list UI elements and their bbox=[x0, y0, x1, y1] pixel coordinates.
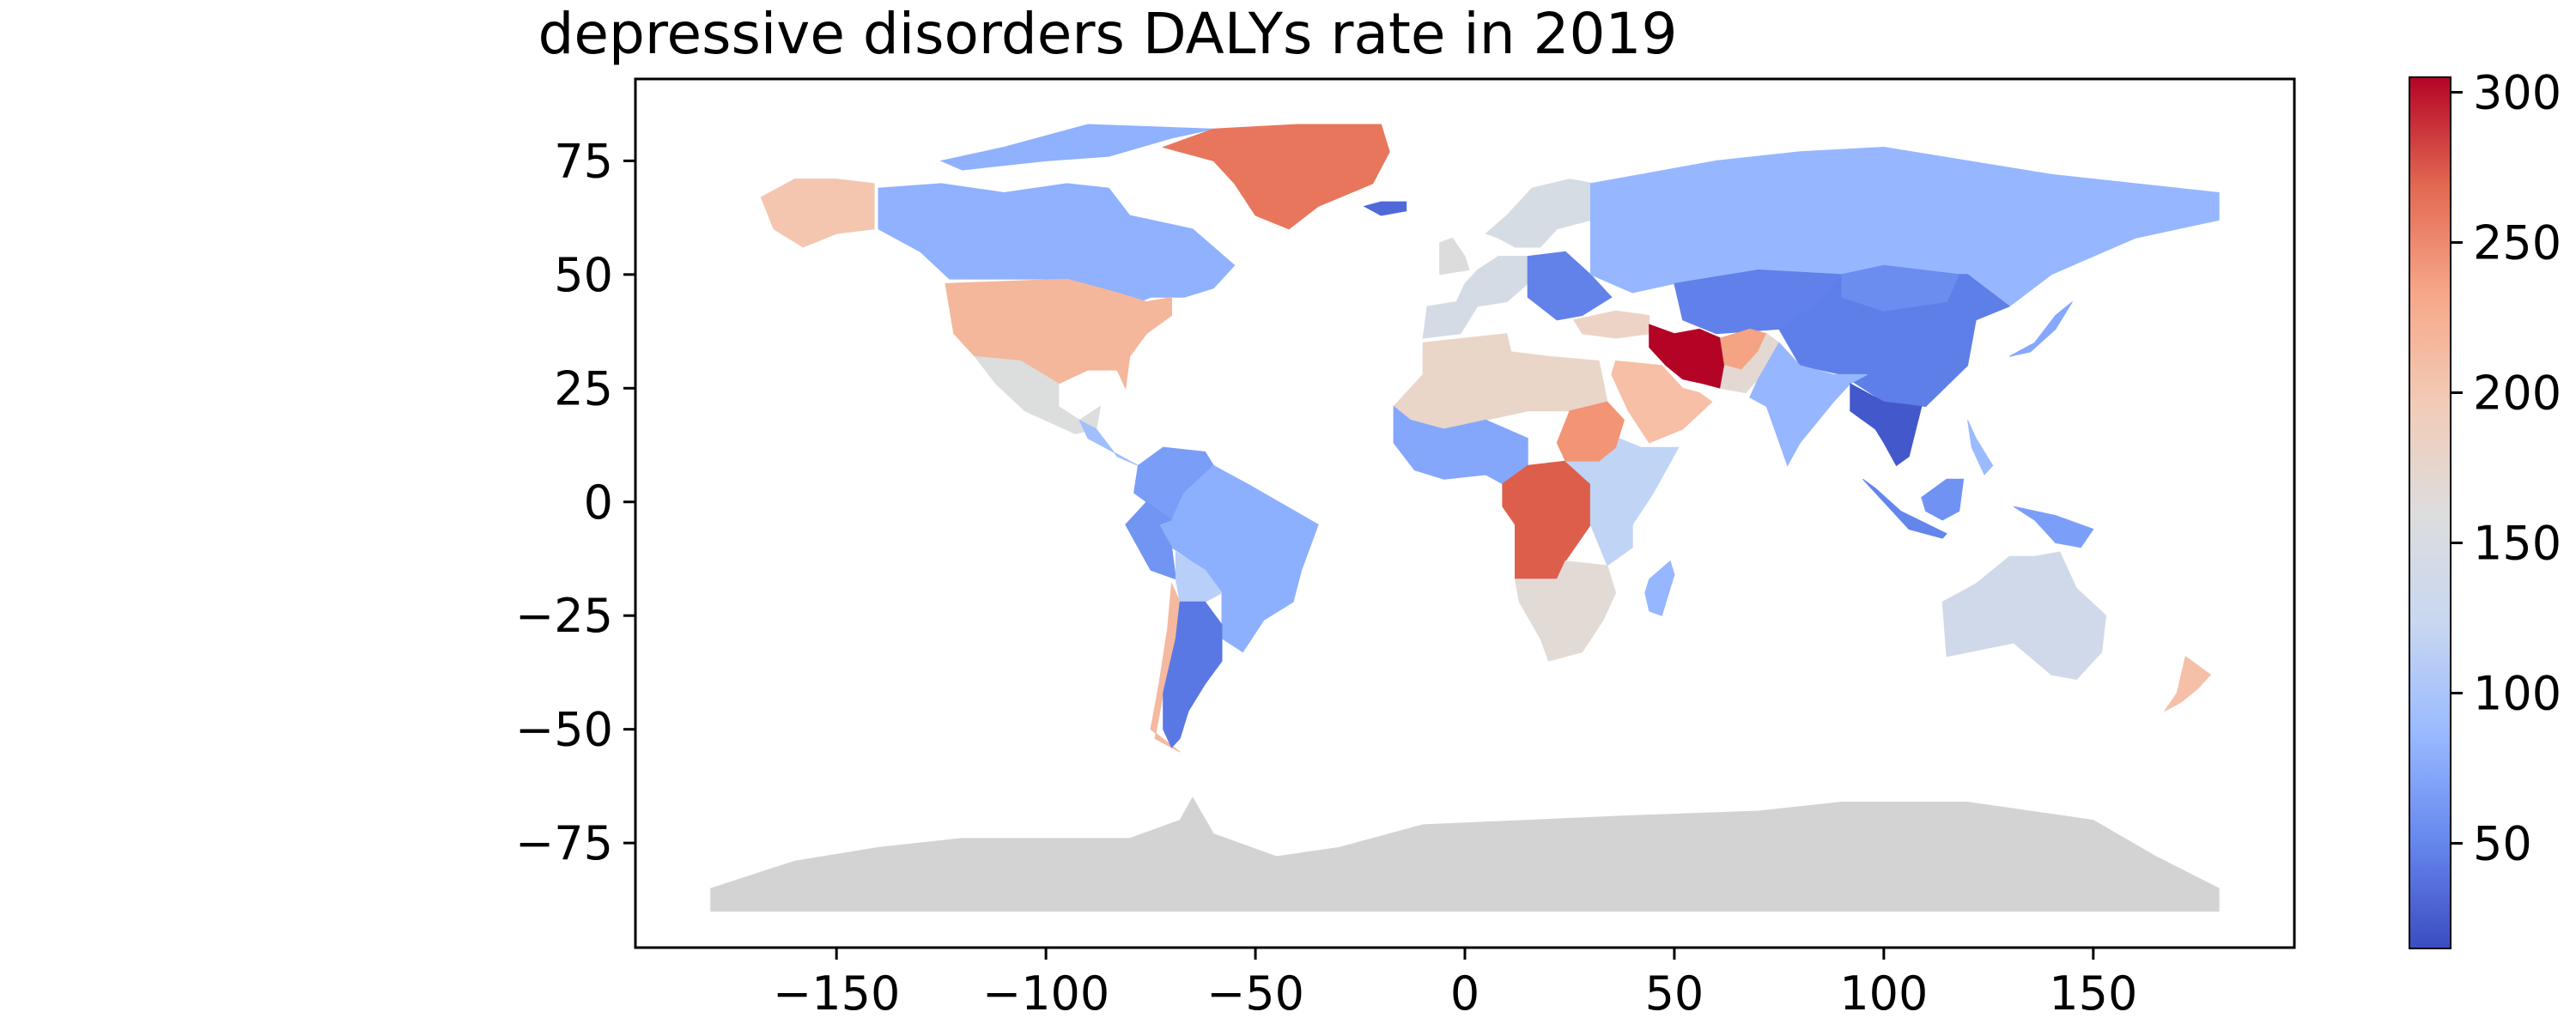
colorbar-tick-label: 250 bbox=[2473, 216, 2561, 270]
region-new-zealand bbox=[2164, 656, 2212, 712]
y-tick-label: 75 bbox=[554, 134, 613, 188]
region-india bbox=[1749, 342, 1868, 467]
region-canada bbox=[878, 183, 1236, 312]
region-southern-africa bbox=[1514, 560, 1617, 662]
y-axis: 75 50 25 0 −25 −50 −75 bbox=[515, 134, 635, 870]
colorbar-tick-label: 50 bbox=[2473, 817, 2532, 871]
region-japan bbox=[2008, 301, 2073, 357]
region-peru bbox=[1125, 501, 1177, 580]
region-pakistan bbox=[1720, 332, 1780, 394]
x-tick-label: −100 bbox=[982, 966, 1109, 1021]
region-australia bbox=[1941, 551, 2107, 680]
region-philippines bbox=[1967, 420, 1994, 476]
colorbar-ticks: 300 250 200 150 100 50 bbox=[2451, 66, 2561, 871]
y-tick-label: 25 bbox=[554, 361, 613, 415]
region-united-kingdom bbox=[1439, 237, 1470, 276]
region-borneo bbox=[1921, 478, 1965, 521]
y-tick-label: −50 bbox=[515, 703, 613, 757]
region-mexico bbox=[974, 355, 1102, 434]
colorbar-tick-label: 100 bbox=[2473, 667, 2561, 721]
y-tick-label: −75 bbox=[515, 816, 613, 870]
region-scandinavia bbox=[1485, 179, 1595, 248]
colorbar-tick-label: 150 bbox=[2473, 517, 2561, 571]
x-tick-label: 150 bbox=[2049, 966, 2137, 1021]
colorbar-tick-label: 200 bbox=[2473, 367, 2561, 421]
region-mongolia bbox=[1841, 264, 1960, 312]
map-regions bbox=[710, 124, 2220, 912]
x-axis: −150 −100 −50 0 50 100 150 bbox=[773, 948, 2137, 1021]
y-tick-label: 50 bbox=[554, 248, 613, 302]
region-china bbox=[1778, 274, 2011, 408]
region-greenland bbox=[1162, 124, 1390, 230]
y-tick-label: −25 bbox=[515, 589, 613, 643]
region-turkey bbox=[1573, 310, 1650, 339]
region-indonesia-west bbox=[1862, 478, 1947, 539]
y-tick-label: 0 bbox=[584, 476, 613, 530]
x-tick-label: −150 bbox=[773, 966, 900, 1021]
colorbar-tick-label: 300 bbox=[2473, 66, 2561, 120]
region-alaska bbox=[760, 179, 875, 248]
x-tick-label: 100 bbox=[1839, 966, 1928, 1021]
region-iceland bbox=[1363, 201, 1407, 216]
chart-title: depressive disorders DALYs rate in 2019 bbox=[538, 1, 1677, 67]
x-tick-label: −50 bbox=[1206, 966, 1304, 1021]
x-tick-label: 50 bbox=[1645, 966, 1704, 1021]
x-tick-label: 0 bbox=[1450, 966, 1479, 1021]
region-russia bbox=[1589, 146, 2220, 307]
region-western-europe bbox=[1422, 256, 1528, 339]
region-east-africa bbox=[1564, 433, 1680, 566]
region-new-guinea bbox=[2013, 506, 2094, 548]
region-madagascar bbox=[1644, 560, 1675, 616]
region-argentina bbox=[1163, 601, 1223, 748]
region-southeast-asia bbox=[1850, 383, 1923, 467]
region-central-africa bbox=[1502, 460, 1591, 580]
colorbar bbox=[2409, 76, 2451, 949]
region-eastern-europe bbox=[1527, 251, 1613, 321]
region-antarctica bbox=[710, 797, 2220, 912]
region-arabian-peninsula bbox=[1611, 360, 1713, 444]
region-sudan bbox=[1556, 401, 1625, 462]
region-central-america bbox=[1078, 419, 1139, 466]
